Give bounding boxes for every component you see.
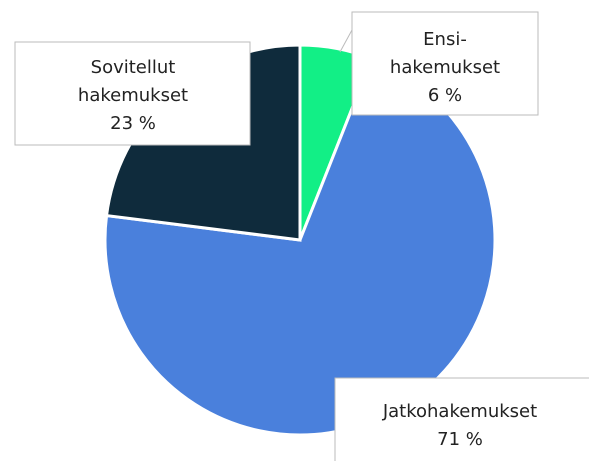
- label-box: [14, 41, 251, 146]
- label-box: [334, 377, 589, 461]
- slice-label: Ensi-hakemukset: [390, 29, 500, 78]
- value-label: 6 %: [428, 85, 462, 106]
- slice-label: Sovitellut hakemukset: [78, 57, 188, 106]
- value-label: 71 %: [437, 429, 483, 450]
- label-box: [351, 11, 539, 116]
- value-label: 23 %: [110, 113, 156, 134]
- leader-line: [339, 29, 353, 53]
- slice-label: Jatkohakemukset: [382, 401, 537, 422]
